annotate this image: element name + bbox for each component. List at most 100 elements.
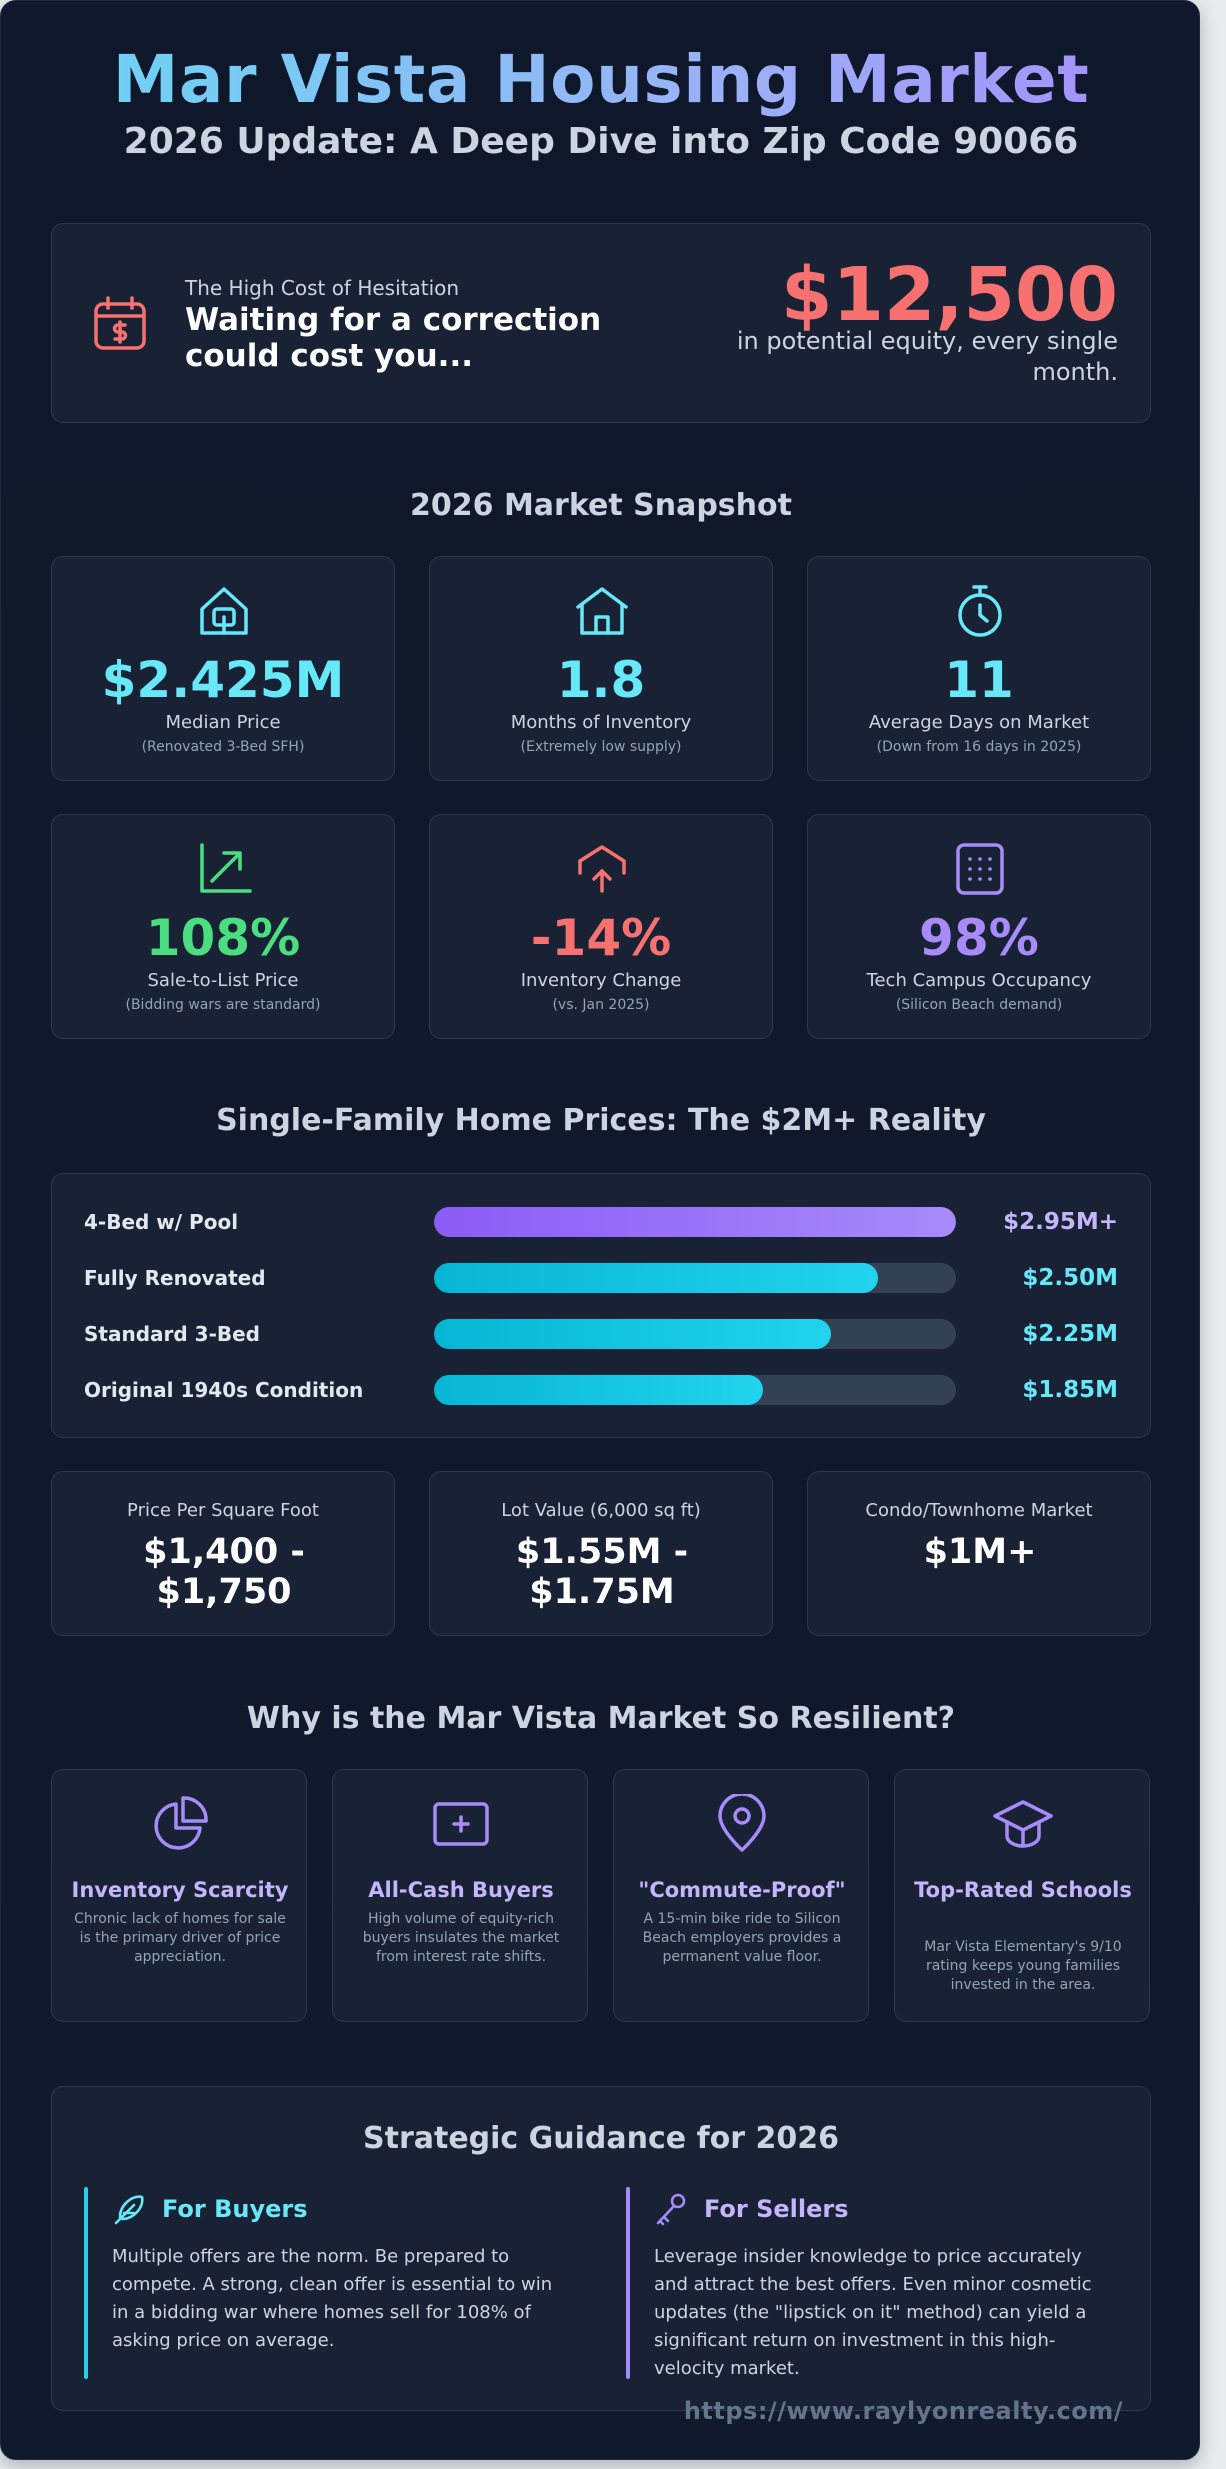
stat-label: Average Days on Market bbox=[868, 712, 1090, 733]
price-card-condo: Condo/Townhome Market $1M+ bbox=[807, 1471, 1151, 1636]
stat-sublabel: (Silicon Beach demand) bbox=[895, 997, 1063, 1013]
bar-label: Standard 3-Bed bbox=[84, 1322, 260, 1346]
graduation-cap-icon bbox=[993, 1794, 1053, 1854]
building-grid-icon bbox=[950, 839, 1010, 899]
sellers-text: Leverage insider knowledge to price accu… bbox=[654, 2246, 1092, 2379]
bar-fill bbox=[434, 1207, 956, 1237]
prices-title: Single-Family Home Prices: The $2M+ Real… bbox=[216, 1103, 986, 1138]
price-card-value: $1M+ bbox=[923, 1532, 1037, 1572]
why-card-description: A 15-min bike ride to Silicon Beach empl… bbox=[642, 1911, 842, 1965]
price-bar-row: Original 1940s Condition $1.85M bbox=[52, 1372, 1150, 1408]
house-icon bbox=[572, 581, 632, 641]
hero-card: The High Cost of Hesitation Waiting for … bbox=[51, 223, 1151, 423]
bar-label: Fully Renovated bbox=[84, 1266, 266, 1290]
bar-track bbox=[434, 1375, 956, 1405]
pie-chart-icon bbox=[150, 1794, 210, 1854]
buyers-text: Multiple offers are the norm. Be prepare… bbox=[112, 2246, 553, 2351]
guidance-card: Strategic Guidance for 2026 For Buyers M… bbox=[51, 2086, 1151, 2411]
stat-sublabel: (Down from 16 days in 2025) bbox=[876, 739, 1082, 755]
bar-track bbox=[434, 1207, 956, 1237]
buyers-accent-rule bbox=[84, 2187, 88, 2379]
price-bar-row: Fully Renovated $2.50M bbox=[52, 1260, 1150, 1296]
bar-track bbox=[434, 1319, 956, 1349]
why-card-description: Mar Vista Elementary's 9/10 rating keeps… bbox=[924, 1939, 1122, 1993]
bar-value: $2.50M bbox=[1022, 1265, 1118, 1291]
why-card-title: All-Cash Buyers bbox=[368, 1878, 554, 1902]
hero-kicker: The High Cost of Hesitation bbox=[185, 276, 460, 300]
price-card-sqft: Price Per Square Foot $1,400 - $1,750 bbox=[51, 1471, 395, 1636]
price-card-lot-value: Lot Value (6,000 sq ft) $1.55M - $1.75M bbox=[429, 1471, 773, 1636]
snapshot-title: 2026 Market Snapshot bbox=[410, 488, 792, 523]
cash-icon bbox=[431, 1794, 491, 1854]
stat-label: Months of Inventory bbox=[510, 712, 692, 733]
stat-value: -14% bbox=[530, 909, 672, 967]
price-card-label: Price Per Square Foot bbox=[127, 1500, 319, 1521]
hero-note: in potential equity, every single month. bbox=[736, 327, 1118, 386]
house-dollar-icon bbox=[194, 581, 254, 641]
bar-fill bbox=[434, 1319, 831, 1349]
house-arrow-icon bbox=[572, 839, 632, 899]
why-card-title: "Commute-Proof" bbox=[638, 1878, 846, 1902]
trend-up-icon bbox=[194, 839, 254, 899]
why-card-title: Top-Rated Schools bbox=[914, 1878, 1132, 1902]
why-card-description: High volume of equity-rich buyers insula… bbox=[362, 1911, 560, 1965]
price-bars-card: 4-Bed w/ Pool $2.95M+ Fully Renovated $2… bbox=[51, 1173, 1151, 1438]
stat-label: Sale-to-List Price bbox=[147, 970, 299, 991]
stat-sublabel: (Bidding wars are standard) bbox=[125, 997, 321, 1013]
why-card-inventory-scarcity: Inventory Scarcity Chronic lack of homes… bbox=[51, 1769, 307, 2022]
stat-value: 1.8 bbox=[556, 651, 646, 709]
price-card-label: Lot Value (6,000 sq ft) bbox=[501, 1500, 701, 1521]
bar-value: $2.25M bbox=[1022, 1321, 1118, 1347]
buyers-guidance: For Buyers Multiple offers are the norm.… bbox=[84, 2187, 584, 2379]
stat-value: 11 bbox=[944, 651, 1014, 709]
price-bar-row: 4-Bed w/ Pool $2.95M+ bbox=[52, 1204, 1150, 1240]
stat-sublabel: (Renovated 3-Bed SFH) bbox=[141, 739, 305, 755]
sellers-accent-rule bbox=[626, 2187, 630, 2379]
bar-value: $1.85M bbox=[1022, 1377, 1118, 1403]
sellers-guidance: For Sellers Leverage insider knowledge t… bbox=[626, 2187, 1126, 2379]
stat-card-months-inventory: 1.8 Months of Inventory (Extremely low s… bbox=[429, 556, 773, 781]
stopwatch-icon bbox=[950, 581, 1010, 641]
page-title: Mar Vista Housing Market bbox=[1, 41, 1201, 119]
key-icon bbox=[654, 2191, 690, 2227]
stat-label: Inventory Change bbox=[520, 970, 682, 991]
why-card-description: Chronic lack of homes for sale is the pr… bbox=[74, 1911, 286, 1965]
calendar-icon bbox=[88, 292, 152, 356]
bar-track bbox=[434, 1263, 956, 1293]
guidance-title: Strategic Guidance for 2026 bbox=[363, 2121, 839, 2156]
bar-label: Original 1940s Condition bbox=[84, 1378, 364, 1402]
stat-sublabel: (Extremely low supply) bbox=[520, 739, 682, 755]
stat-card-sale-to-list: 108% Sale-to-List Price (Bidding wars ar… bbox=[51, 814, 395, 1039]
stat-sublabel: (vs. Jan 2025) bbox=[552, 997, 650, 1013]
bar-value: $2.95M+ bbox=[1003, 1209, 1118, 1235]
why-title: Why is the Mar Vista Market So Resilient… bbox=[246, 1701, 956, 1736]
stat-card-inventory-change: -14% Inventory Change (vs. Jan 2025) bbox=[429, 814, 773, 1039]
footer-url[interactable]: https://www.raylyonrealty.com/ bbox=[683, 2397, 1123, 2425]
sellers-heading: For Sellers bbox=[704, 2195, 849, 2223]
stat-card-days-on-market: 11 Average Days on Market (Down from 16 … bbox=[807, 556, 1151, 781]
price-bar-row: Standard 3-Bed $2.25M bbox=[52, 1316, 1150, 1352]
bar-fill bbox=[434, 1375, 763, 1405]
stat-card-tech-occupancy: 98% Tech Campus Occupancy (Silicon Beach… bbox=[807, 814, 1151, 1039]
hero-amount: $12,500 bbox=[780, 252, 1118, 338]
stat-label: Tech Campus Occupancy bbox=[866, 970, 1092, 991]
stat-value: $2.425M bbox=[101, 651, 345, 709]
infographic-frame: Mar Vista Housing Market 2026 Update: A … bbox=[0, 0, 1200, 2460]
why-card-all-cash: All-Cash Buyers High volume of equity-ri… bbox=[332, 1769, 588, 2022]
stat-card-median-price: $2.425M Median Price (Renovated 3-Bed SF… bbox=[51, 556, 395, 781]
stat-value: 98% bbox=[919, 909, 1039, 967]
hero-headline: Waiting for a correction could cost you.… bbox=[185, 302, 602, 374]
buyers-heading: For Buyers bbox=[162, 2195, 308, 2223]
stat-label: Median Price bbox=[165, 712, 281, 733]
price-card-value: $1.55M - $1.75M bbox=[515, 1532, 689, 1612]
map-pin-icon bbox=[712, 1792, 772, 1854]
page-subtitle: 2026 Update: A Deep Dive into Zip Code 9… bbox=[123, 121, 1079, 162]
header: Mar Vista Housing Market 2026 Update: A … bbox=[1, 41, 1201, 162]
why-card-commute-proof: "Commute-Proof" A 15-min bike ride to Si… bbox=[613, 1769, 869, 2022]
why-card-top-schools: Top-Rated Schools Mar Vista Elementary's… bbox=[894, 1769, 1150, 2022]
stat-value: 108% bbox=[145, 909, 301, 967]
bar-label: 4-Bed w/ Pool bbox=[84, 1210, 239, 1234]
price-card-value: $1,400 - $1,750 bbox=[143, 1532, 305, 1612]
bar-fill bbox=[434, 1263, 878, 1293]
price-card-label: Condo/Townhome Market bbox=[865, 1500, 1093, 1521]
